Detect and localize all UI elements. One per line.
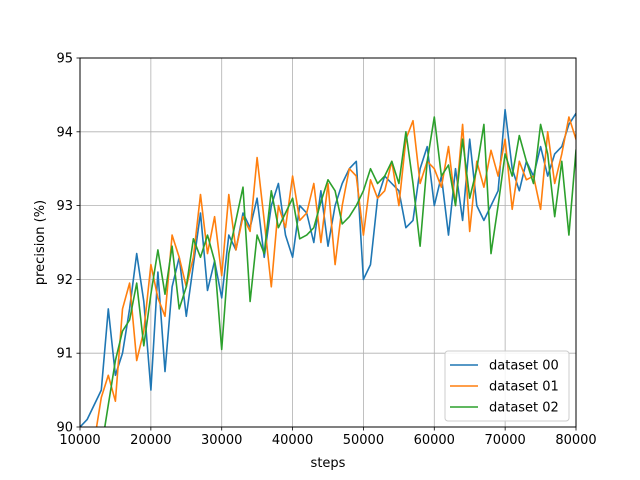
x-tick-label: 10000	[59, 433, 100, 448]
series-line-2	[103, 116, 576, 427]
y-tick-label: 95	[56, 52, 73, 67]
x-tick-label: 30000	[201, 433, 242, 448]
x-tick-label: 40000	[272, 433, 313, 448]
x-axis-ticks: 10000 20000 30000 40000 50000 60000 70000 80000	[59, 427, 597, 448]
y-tick-label: 93	[56, 199, 73, 214]
x-axis-label: steps	[311, 456, 346, 471]
legend: dataset 00 dataset 01 dataset 02	[444, 350, 570, 422]
legend-box	[444, 350, 570, 422]
legend-label: dataset 00	[489, 359, 559, 374]
y-tick-label: 92	[56, 273, 73, 288]
x-tick-label: 20000	[130, 433, 171, 448]
x-tick-label: 70000	[484, 433, 525, 448]
x-tick-label: 50000	[343, 433, 384, 448]
legend-label: dataset 02	[489, 401, 559, 416]
y-tick-label: 94	[56, 125, 73, 140]
plot-frame	[79, 57, 577, 428]
x-tick-label: 60000	[414, 433, 455, 448]
series-layer	[80, 108, 576, 427]
series-line-0	[80, 108, 576, 427]
y-tick-label: 90	[56, 421, 73, 436]
x-tick-label: 80000	[555, 433, 596, 448]
series-line-1	[95, 116, 576, 427]
y-axis-ticks: 90 91 92 93 94 95	[56, 52, 80, 436]
legend-label: dataset 01	[489, 380, 559, 395]
y-axis-label: precision (%)	[33, 200, 48, 285]
y-tick-label: 91	[56, 347, 73, 362]
